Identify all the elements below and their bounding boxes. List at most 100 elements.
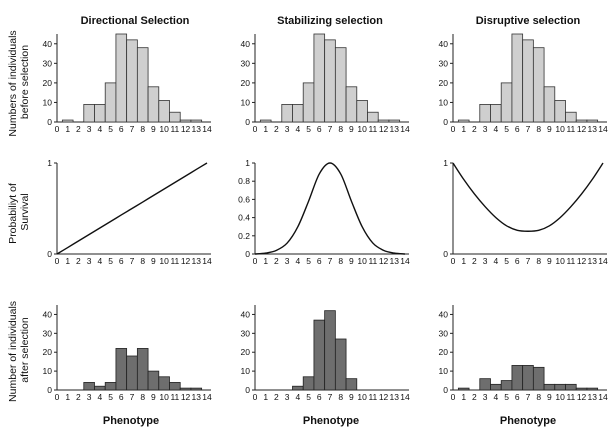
bar — [104, 382, 117, 391]
y-tick-label: 0 — [443, 117, 448, 127]
x-tick-label: 10 — [159, 256, 169, 266]
survival-curve — [452, 162, 604, 232]
x-tick-label: 0 — [55, 256, 60, 266]
x-tick-label: 5 — [504, 392, 509, 402]
x-tick-label: 1 — [263, 392, 268, 402]
x-tick-label: 0 — [253, 256, 258, 266]
xlabel-disruptive: Phenotype — [500, 415, 556, 427]
x-tick-label: 8 — [338, 392, 343, 402]
bar — [522, 39, 534, 123]
x-tick-label: 9 — [349, 392, 354, 402]
y-tick-label: 0.8 — [238, 176, 250, 186]
bar — [500, 380, 513, 391]
y-tick-label: 30 — [439, 328, 449, 338]
x-tick-label: 9 — [547, 392, 552, 402]
bar — [190, 119, 203, 123]
x-tick-label: 13 — [390, 124, 400, 134]
x-tick-label: 12 — [577, 256, 587, 266]
y-tick-label: 10 — [43, 97, 53, 107]
bar — [94, 385, 106, 391]
bar — [292, 385, 304, 391]
y-tick-label: 10 — [439, 366, 449, 376]
y-tick-label: 0.6 — [238, 194, 250, 204]
row-label-survival: Probabiliyt of Survival — [7, 180, 31, 244]
y-tick-label: 0 — [443, 249, 448, 259]
y-tick-label: 0 — [443, 385, 448, 395]
x-tick-label: 6 — [317, 392, 322, 402]
x-tick-label: 0 — [55, 124, 60, 134]
x-tick-label: 2 — [274, 124, 279, 134]
x-tick-label: 7 — [130, 392, 135, 402]
bar — [543, 383, 556, 391]
x-tick-label: 7 — [526, 392, 531, 402]
bar — [158, 100, 170, 123]
x-tick-label: 13 — [588, 124, 598, 134]
x-tick-label: 2 — [274, 256, 279, 266]
bar — [479, 378, 491, 391]
panel-directional-survival: 010 1 2 3 4 5 6 7 8 9 10 11 12 13 14 — [47, 158, 212, 266]
x-tick-label: 12 — [379, 124, 389, 134]
x-tick-label: 5 — [108, 392, 113, 402]
x-tick-label: 10 — [159, 124, 169, 134]
x-tick-label: 3 — [483, 256, 488, 266]
x-tick-label: 12 — [379, 256, 389, 266]
bar — [324, 310, 336, 391]
x-tick-label: 10 — [555, 392, 565, 402]
bar — [334, 47, 347, 123]
y-tick-label: 10 — [439, 97, 449, 107]
bar — [554, 100, 566, 123]
x-tick-label: 0 — [451, 256, 456, 266]
bar — [61, 119, 74, 123]
x-tick-label: 11 — [368, 392, 377, 402]
x-tick-label: 2 — [472, 256, 477, 266]
bar — [586, 387, 599, 391]
bar — [313, 33, 326, 123]
bar — [190, 387, 203, 391]
x-tick-label: 8 — [536, 392, 541, 402]
bar — [554, 383, 566, 391]
x-tick-label: 2 — [274, 392, 279, 402]
bar — [83, 104, 95, 123]
x-tick-label: 7 — [328, 124, 333, 134]
x-tick-label: 11 — [566, 256, 575, 266]
x-tick-label: 2 — [76, 124, 81, 134]
bar — [457, 119, 470, 123]
y-tick-label: 0 — [47, 117, 52, 127]
xlabel-directional: Phenotype — [103, 415, 159, 427]
x-tick-label: 13 — [588, 392, 598, 402]
x-tick-label: 3 — [285, 124, 290, 134]
bar — [83, 382, 95, 391]
bar — [302, 376, 315, 391]
x-tick-label: 14 — [598, 392, 608, 402]
bar — [511, 33, 524, 123]
bar — [522, 365, 534, 391]
bar — [324, 39, 336, 123]
bar — [169, 111, 181, 123]
x-tick-label: 6 — [515, 392, 520, 402]
y-tick-label: 40 — [439, 309, 449, 319]
bar — [147, 370, 160, 391]
x-tick-label: 1 — [263, 124, 268, 134]
x-tick-label: 14 — [400, 392, 410, 402]
x-tick-label: 0 — [253, 124, 258, 134]
x-tick-label: 6 — [515, 256, 520, 266]
bar — [259, 119, 272, 123]
x-tick-label: 1 — [65, 392, 70, 402]
x-tick-label: 3 — [87, 392, 92, 402]
x-tick-label: 8 — [140, 256, 145, 266]
x-tick-label: 12 — [577, 124, 587, 134]
bar — [136, 348, 149, 391]
x-tick-label: 12 — [181, 392, 191, 402]
bar — [565, 111, 577, 123]
bar — [292, 104, 304, 123]
bar — [532, 47, 545, 123]
x-tick-label: 4 — [97, 392, 102, 402]
x-tick-label: 7 — [526, 124, 531, 134]
panel-disruptive-survival: 010 1 2 3 4 5 6 7 8 9 10 11 12 13 14 — [443, 158, 608, 266]
bar — [575, 119, 588, 123]
x-tick-label: 3 — [483, 392, 488, 402]
